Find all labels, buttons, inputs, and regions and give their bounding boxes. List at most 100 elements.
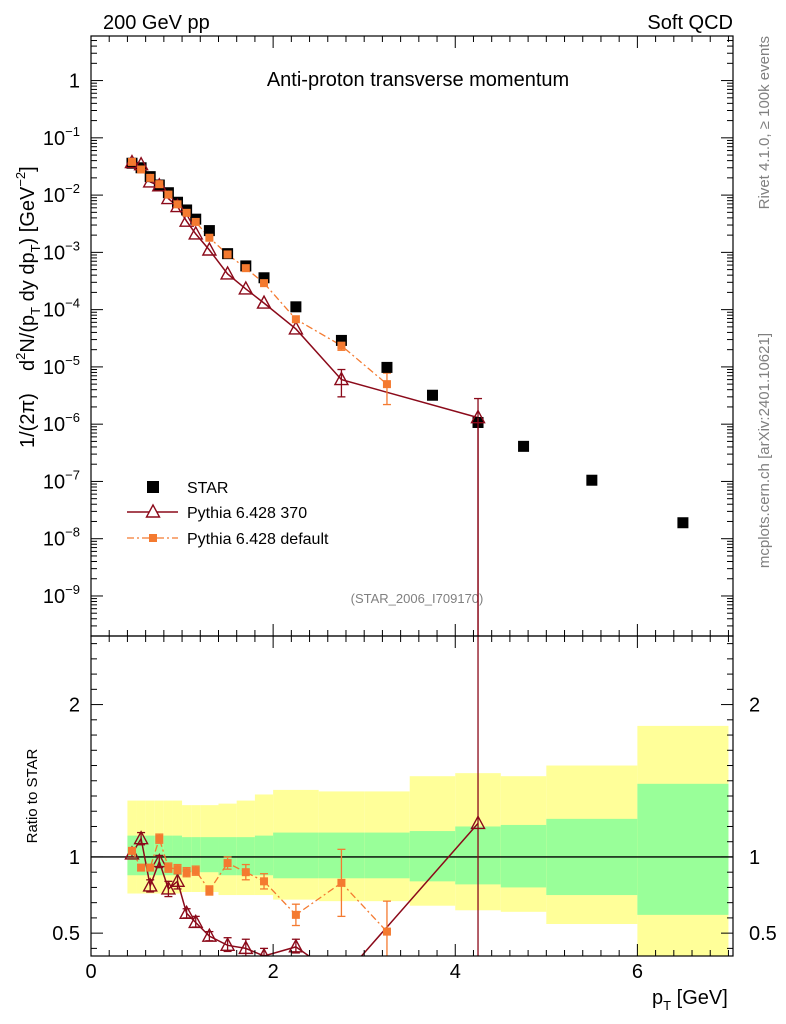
ratio-stat-uncertainty-band: [145, 835, 155, 876]
pythia-370-point: [178, 212, 195, 227]
pythia-default-point: [127, 157, 136, 166]
top-y-tick-label: 1: [69, 71, 80, 93]
analysis-id: (STAR_2006_I709170): [351, 591, 484, 606]
ratio-pythia-default-point: [173, 865, 182, 874]
pythia-370-point: [288, 320, 304, 335]
ratio-pythia-370-point: [259, 947, 269, 956]
ratio-series-group: [124, 636, 486, 956]
pythia-default-point: [337, 341, 346, 350]
ratio-y-axis-title: Ratio to STAR: [24, 748, 41, 843]
ratio-pythia-default-point: [191, 866, 200, 875]
x-tick-label: 2: [268, 961, 279, 983]
ratio-pythia-default-point: [146, 863, 155, 872]
star-data-point: [258, 272, 270, 284]
top-y-tick-label: 10−3: [43, 238, 80, 264]
pythia-6-428-default-line: [131, 161, 388, 385]
pythia-default-point: [164, 190, 173, 199]
star-data-point: [518, 440, 530, 452]
star-data-point: [381, 361, 393, 373]
ratio-pythia-default-point: [127, 846, 136, 855]
top-y-axis-title: 1/(2π) d2N/(pT dy dpT) [GeV−2]: [13, 166, 43, 448]
pythia-6-428-370-line: [131, 161, 479, 419]
pythia-default-point: [137, 165, 146, 174]
x-axis-title: pT [GeV]: [652, 987, 728, 1013]
ratio-stat-uncertainty-band: [409, 831, 456, 882]
star-data-point: [290, 301, 302, 313]
header-category: Soft QCD: [647, 12, 733, 34]
pythia-default-point: [291, 315, 300, 324]
pythia-370-point: [188, 225, 204, 240]
ratio-pythia-370-point: [142, 877, 158, 892]
ratio-stat-uncertainty-band: [254, 835, 274, 876]
ratio-stat-uncertainty-band: [364, 832, 410, 879]
top-y-tick-label: 10−2: [43, 181, 80, 207]
pythia-default-point: [223, 250, 232, 259]
ratio-y-tick-label-right: 1: [749, 847, 760, 869]
ratio-pythia-default-point: [164, 863, 173, 872]
pythia-default-point: [182, 208, 191, 217]
ratio-pythia-default-point: [382, 927, 391, 936]
pythia-370-point: [333, 371, 350, 386]
ratio-stat-uncertainty-band: [218, 837, 237, 876]
top-y-tick-label: 10−4: [43, 296, 80, 322]
ratio-stat-uncertainty-band: [182, 837, 192, 873]
ratio-pythia-370-point: [160, 880, 177, 895]
ratio-pythia-default-point: [337, 878, 346, 887]
star-data-point: [426, 389, 438, 401]
star-data-point: [203, 225, 215, 237]
mcplots-credit: mcplots.cern.ch [arXiv:2401.10621]: [756, 333, 773, 568]
svg-text:d2N/(pT dy dpT) [GeV−2]: d2N/(pT dy dpT) [GeV−2]: [13, 166, 43, 371]
ratio-pythia-370-point: [151, 853, 167, 868]
pythia-default-point: [155, 180, 164, 189]
svg-text:pT [GeV]: pT [GeV]: [652, 987, 728, 1013]
ratio-y-tick-label-left: 2: [69, 695, 80, 717]
legend-star-marker: [147, 481, 159, 493]
pythia-default-point: [146, 173, 155, 182]
star-data-point: [335, 334, 347, 346]
ratio-pythia-370-point: [288, 938, 304, 953]
ratio-pythia-370-point: [133, 830, 149, 845]
pythia-370-point: [201, 241, 218, 256]
ratio-stat-uncertainty-band: [236, 837, 255, 876]
ratio-pythia-370-point: [470, 814, 486, 830]
pythia-default-point: [260, 279, 269, 288]
top-y-tick-label: 10−5: [43, 353, 80, 379]
ratio-stat-uncertainty-band: [200, 837, 219, 873]
ratio-pythia-370-point: [201, 927, 218, 942]
ratio-pythia-default-point: [260, 877, 269, 886]
legend-entry-label: Pythia 6.428 default: [187, 531, 329, 548]
ratio-stat-uncertainty-band: [637, 783, 729, 915]
x-tick-label: 0: [85, 961, 96, 983]
ratio-y-tick-label-right: 2: [749, 695, 760, 717]
ratio-stat-uncertainty-band: [136, 835, 146, 876]
ratio-pythia-default-point: [241, 868, 250, 877]
x-tick-label: 6: [632, 961, 643, 983]
legend-pythia-370-marker: [145, 503, 161, 518]
header-energy: 200 GeV pp: [103, 12, 210, 34]
top-y-tick-label: 10−8: [43, 525, 80, 551]
ratio-pythia-default-point: [223, 859, 232, 868]
legend-pythia-default-marker: [149, 534, 157, 542]
ratio-y-tick-label-left: 0.5: [52, 923, 80, 945]
pythia-370-point: [219, 265, 236, 280]
top-y-tick-label: 10−9: [43, 582, 80, 608]
ratio-y-tick-label-right: 0.5: [749, 923, 777, 945]
ratio-pythia-default-point: [291, 910, 300, 919]
ratio-stat-uncertainty-band: [191, 837, 201, 873]
pythia-default-point: [382, 380, 391, 389]
ratio-pythia-default-point: [205, 886, 214, 895]
ratio-stat-uncertainty-band: [163, 835, 173, 876]
ratio-stat-uncertainty-band: [172, 835, 183, 876]
pythia-370-point: [238, 280, 254, 295]
pythia-default-point: [191, 217, 200, 226]
ratio-pythia-default-point: [137, 863, 146, 872]
pythia-default-point: [205, 233, 214, 242]
plot-title: Anti-proton transverse momentum: [267, 69, 569, 91]
rivet-version: Rivet 4.1.0, ≥ 100k events: [756, 36, 773, 209]
ratio-y-tick-label-left: 1: [69, 847, 80, 869]
pythia-370-point: [256, 294, 272, 309]
ratio-pythia-370-point: [238, 939, 254, 955]
ratio-stat-uncertainty-band: [273, 832, 319, 879]
ratio-pythia-370-point: [178, 904, 195, 920]
